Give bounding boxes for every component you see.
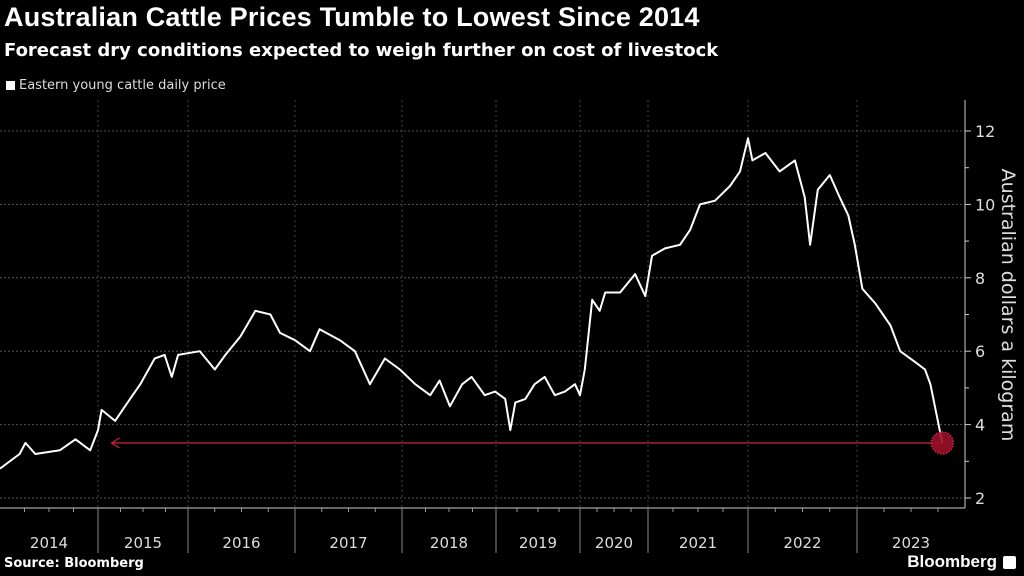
x-tick-label: 2021 [679, 534, 717, 552]
x-tick-label: 2023 [892, 534, 930, 552]
bloomberg-logo: Bloomberg [907, 552, 1016, 572]
source-note: Source: Bloomberg [4, 556, 144, 571]
bloomberg-chart-icon [1003, 555, 1016, 569]
series-line-eastern-young-cattle [0, 137, 944, 470]
y-tick-label: 4 [975, 416, 985, 435]
x-tick-label: 2022 [783, 534, 821, 552]
x-tick-label: 2016 [222, 534, 260, 552]
brand-text: Bloomberg [907, 552, 997, 571]
x-tick-label: 2019 [519, 534, 557, 552]
legend-label: Eastern young cattle daily price [19, 78, 226, 93]
y-tick-label: 12 [975, 122, 995, 141]
legend-swatch [6, 81, 15, 90]
annotation-arrowhead [110, 437, 120, 449]
x-tick-label: 2020 [595, 534, 633, 552]
x-tick-label: 2017 [329, 534, 367, 552]
y-axis-title: Australian dollars a kilogram [997, 169, 1019, 442]
chart-subtitle: Forecast dry conditions expected to weig… [4, 40, 719, 61]
y-tick-label: 8 [975, 269, 985, 288]
x-tick-label: 2015 [124, 534, 162, 552]
legend: Eastern young cattle daily price [6, 78, 226, 93]
y-tick-label: 6 [975, 342, 985, 361]
y-tick-label: 2 [975, 489, 985, 508]
latest-price-marker [930, 431, 955, 455]
x-tick-label: 2014 [30, 534, 68, 552]
x-tick-label: 2018 [430, 534, 468, 552]
chart-title: Australian Cattle Prices Tumble to Lowes… [4, 2, 700, 32]
y-tick-label: 10 [975, 195, 995, 214]
